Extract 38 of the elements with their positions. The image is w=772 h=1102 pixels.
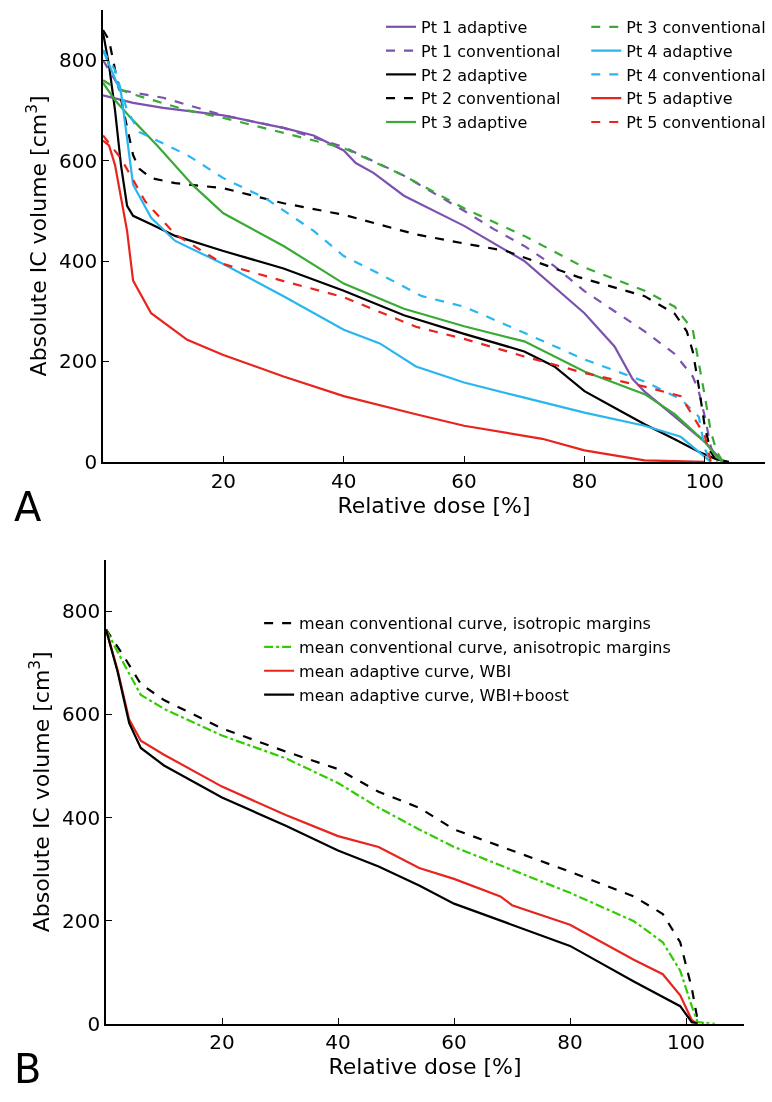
y-tick-label: 0 xyxy=(84,449,98,474)
x-axis-title: Relative dose [%] xyxy=(328,1054,522,1080)
y-tick-label: 200 xyxy=(62,908,101,933)
y-tick-label: 400 xyxy=(59,249,98,274)
y-tick-label: 600 xyxy=(62,702,101,727)
legend-label: Pt 2 conventional xyxy=(421,89,561,109)
y-tick-label: 800 xyxy=(59,48,98,73)
legend-label: Pt 2 adaptive xyxy=(421,65,528,85)
y-tick-label: 0 xyxy=(87,1011,101,1036)
x-axis-title: Relative dose [%] xyxy=(337,492,531,518)
legend-label: Pt 4 conventional xyxy=(626,65,766,85)
x-tick-label: 60 xyxy=(441,1030,467,1055)
legend-label: mean adaptive curve, WBI+boost xyxy=(299,685,569,705)
y-tick-label: 800 xyxy=(62,599,101,624)
y-tick-label: 400 xyxy=(62,805,101,830)
x-tick-label: 80 xyxy=(571,468,598,493)
y-tick-label: 600 xyxy=(59,148,98,173)
legend-label: Pt 3 conventional xyxy=(626,18,766,38)
x-tick-label: 80 xyxy=(557,1030,583,1055)
legend-label: Pt 1 conventional xyxy=(421,41,561,61)
x-tick-label: 20 xyxy=(209,1030,235,1055)
text: B xyxy=(14,1046,42,1092)
x-tick-label: 100 xyxy=(685,468,724,493)
x-tick-label: 60 xyxy=(451,468,477,493)
legend-label: mean adaptive curve, WBI xyxy=(299,661,512,681)
legend-label: Pt 5 conventional xyxy=(626,113,766,133)
legend-label: Pt 5 adaptive xyxy=(626,89,733,109)
y-tick-label: 200 xyxy=(59,349,98,374)
x-tick-label: 40 xyxy=(331,468,357,493)
x-tick-label: 100 xyxy=(666,1030,706,1055)
x-tick-label: 20 xyxy=(210,468,237,493)
text: A xyxy=(14,484,42,530)
legend-label: Pt 3 adaptive xyxy=(421,113,528,133)
legend-label: mean conventional curve, isotropic margins xyxy=(299,614,651,634)
legend-label: mean conventional curve, anisotropic margins xyxy=(299,638,671,658)
legend-label: Pt 4 adaptive xyxy=(626,41,733,61)
x-tick-label: 40 xyxy=(325,1030,351,1055)
legend-label: Pt 1 adaptive xyxy=(421,18,528,38)
